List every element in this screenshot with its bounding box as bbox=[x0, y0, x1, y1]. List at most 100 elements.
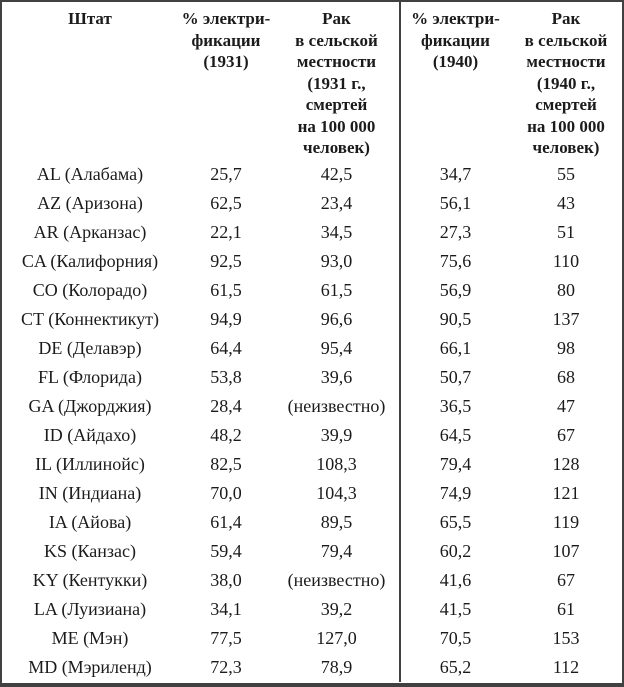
cell-state: ME (Мэн) bbox=[51, 628, 129, 648]
cell-state: LA (Луизиана) bbox=[33, 599, 147, 619]
cell-rural-cancer-1940: 119 bbox=[552, 512, 580, 532]
table-row: AL (Алабама) 25,7 42,5 34,7 55 bbox=[2, 160, 622, 189]
table-row: IA (Айова) 61,4 89,5 65,5 119 bbox=[2, 508, 622, 537]
cell-electrification-1940: 34,7 bbox=[399, 160, 510, 189]
cell-rural-cancer-1931: 34,5 bbox=[320, 222, 353, 242]
cell-electrification-1931: 94,9 bbox=[210, 309, 242, 329]
cell-electrification-1931: 38,0 bbox=[210, 570, 242, 590]
cell-state: AR (Арканзас) bbox=[33, 222, 147, 242]
cell-state: MD (Мэриленд) bbox=[28, 657, 152, 677]
table-row: LA (Луизиана) 34,1 39,2 41,5 61 bbox=[2, 595, 622, 624]
cell-electrification-1940: 65,5 bbox=[399, 508, 510, 537]
col-header-electrification-1931: % электри- фикации (1931) bbox=[181, 9, 271, 71]
cell-electrification-1940: 56,9 bbox=[399, 276, 510, 305]
table-row: CT (Коннектикут) 94,9 96,6 90,5 137 bbox=[2, 305, 622, 334]
table-row: GA (Джорджия) 28,4 (неизвестно) 36,5 47 bbox=[2, 392, 622, 421]
cell-electrification-1940: 27,3 bbox=[399, 218, 510, 247]
cell-electrification-1940: 64,5 bbox=[399, 421, 510, 450]
cell-rural-cancer-1940: 110 bbox=[552, 251, 580, 271]
table-row: CA (Калифорния) 92,5 93,0 75,6 110 bbox=[2, 247, 622, 276]
cell-electrification-1931: 92,5 bbox=[210, 251, 242, 271]
cell-state: AL (Алабама) bbox=[36, 164, 144, 184]
cell-electrification-1931: 53,8 bbox=[210, 367, 242, 387]
cell-state: IL (Иллинойс) bbox=[35, 454, 145, 474]
cell-rural-cancer-1940: 153 bbox=[552, 628, 580, 648]
col-header-electrification-1940: % электри- фикации (1940) bbox=[399, 2, 510, 160]
cell-rural-cancer-1931: 79,4 bbox=[320, 541, 353, 561]
table-row: AR (Арканзас) 22,1 34,5 27,3 51 bbox=[2, 218, 622, 247]
cell-rural-cancer-1940: 107 bbox=[552, 541, 580, 561]
cell-state: KY (Кентукки) bbox=[32, 570, 148, 590]
cell-electrification-1940: 66,1 bbox=[399, 334, 510, 363]
cell-state: ID (Айдахо) bbox=[43, 425, 137, 445]
cell-rural-cancer-1931: 93,0 bbox=[320, 251, 353, 271]
cell-rural-cancer-1931: 42,5 bbox=[320, 164, 353, 184]
cell-electrification-1940: 41,5 bbox=[399, 595, 510, 624]
cell-state: DE (Делавэр) bbox=[38, 338, 142, 358]
cell-electrification-1940: 65,2 bbox=[399, 653, 510, 682]
cell-electrification-1931: 72,3 bbox=[210, 657, 242, 677]
cell-electrification-1931: 22,1 bbox=[210, 222, 242, 242]
cell-electrification-1931: 61,4 bbox=[210, 512, 242, 532]
cell-rural-cancer-1931: 89,5 bbox=[320, 512, 353, 532]
table-row: ME (Мэн) 77,5 127,0 70,5 153 bbox=[2, 624, 622, 653]
cell-rural-cancer-1940: 47 bbox=[557, 396, 575, 416]
table-row: KY (Кентукки) 38,0 (неизвестно) 41,6 67 bbox=[2, 566, 622, 595]
col-header-rural-cancer-1940: Рак в сельской местности (1940 г., смерт… bbox=[524, 9, 608, 157]
cell-rural-cancer-1940: 137 bbox=[552, 309, 580, 329]
cell-rural-cancer-1931: 104,3 bbox=[316, 483, 357, 503]
cell-state: FL (Флорида) bbox=[38, 367, 142, 387]
cell-electrification-1940: 75,6 bbox=[399, 247, 510, 276]
cell-rural-cancer-1940: 67 bbox=[557, 570, 575, 590]
cell-state: CO (Колорадо) bbox=[32, 280, 148, 300]
cell-rural-cancer-1931: 95,4 bbox=[320, 338, 353, 358]
cell-electrification-1940: 50,7 bbox=[399, 363, 510, 392]
table-row: AZ (Аризона) 62,5 23,4 56,1 43 bbox=[2, 189, 622, 218]
cell-electrification-1940: 79,4 bbox=[399, 450, 510, 479]
cell-state: IN (Индиана) bbox=[38, 483, 142, 503]
cell-rural-cancer-1940: 55 bbox=[557, 164, 575, 184]
cell-electrification-1931: 61,5 bbox=[210, 280, 242, 300]
cell-rural-cancer-1931: 39,9 bbox=[320, 425, 353, 445]
cell-rural-cancer-1931: 108,3 bbox=[316, 454, 357, 474]
col-header-rural-cancer-1931: Рак в сельской местности (1931 г., смерт… bbox=[295, 9, 378, 157]
cell-rural-cancer-1931: 127,0 bbox=[316, 628, 357, 648]
cell-electrification-1940: 90,5 bbox=[399, 305, 510, 334]
cell-rural-cancer-1940: 68 bbox=[557, 367, 575, 387]
cell-electrification-1940: 70,5 bbox=[399, 624, 510, 653]
cell-state: KS (Канзас) bbox=[44, 541, 136, 561]
cell-rural-cancer-1940: 67 bbox=[557, 425, 575, 445]
cell-rural-cancer-1940: 61 bbox=[557, 599, 575, 619]
cell-electrification-1931: 48,2 bbox=[210, 425, 242, 445]
table-row: KS (Канзас) 59,4 79,4 60,2 107 bbox=[2, 537, 622, 566]
cell-rural-cancer-1940: 98 bbox=[557, 338, 575, 358]
cell-rural-cancer-1931: 23,4 bbox=[320, 193, 353, 213]
cell-rural-cancer-1940: 121 bbox=[552, 483, 580, 503]
table-row: IL (Иллинойс) 82,5 108,3 79,4 128 bbox=[2, 450, 622, 479]
cell-rural-cancer-1931: (неизвестно) bbox=[287, 396, 386, 416]
cell-electrification-1940: 36,5 bbox=[399, 392, 510, 421]
cell-rural-cancer-1940: 80 bbox=[557, 280, 575, 300]
cell-electrification-1931: 34,1 bbox=[210, 599, 242, 619]
table-row: ID (Айдахо) 48,2 39,9 64,5 67 bbox=[2, 421, 622, 450]
cell-rural-cancer-1940: 51 bbox=[557, 222, 575, 242]
cell-electrification-1931: 82,5 bbox=[210, 454, 242, 474]
cell-electrification-1931: 59,4 bbox=[210, 541, 242, 561]
col-header-state: Штат bbox=[68, 9, 112, 28]
cell-rural-cancer-1931: 39,2 bbox=[320, 599, 353, 619]
cell-electrification-1931: 70,0 bbox=[210, 483, 242, 503]
cell-electrification-1940: 60,2 bbox=[399, 537, 510, 566]
table-row: CO (Колорадо) 61,5 61,5 56,9 80 bbox=[2, 276, 622, 305]
cell-electrification-1931: 77,5 bbox=[210, 628, 242, 648]
cell-electrification-1940: 56,1 bbox=[399, 189, 510, 218]
header-row: Штат % электри- фикации (1931) Рак в сел… bbox=[2, 2, 622, 160]
cell-electrification-1940: 74,9 bbox=[399, 479, 510, 508]
table-row: MD (Мэриленд) 72,3 78,9 65,2 112 bbox=[2, 653, 622, 682]
cell-electrification-1931: 62,5 bbox=[210, 193, 242, 213]
cell-rural-cancer-1931: 39,6 bbox=[320, 367, 353, 387]
cell-electrification-1931: 28,4 bbox=[210, 396, 242, 416]
cell-state: CT (Коннектикут) bbox=[21, 309, 159, 329]
cell-state: GA (Джорджия) bbox=[28, 396, 152, 416]
